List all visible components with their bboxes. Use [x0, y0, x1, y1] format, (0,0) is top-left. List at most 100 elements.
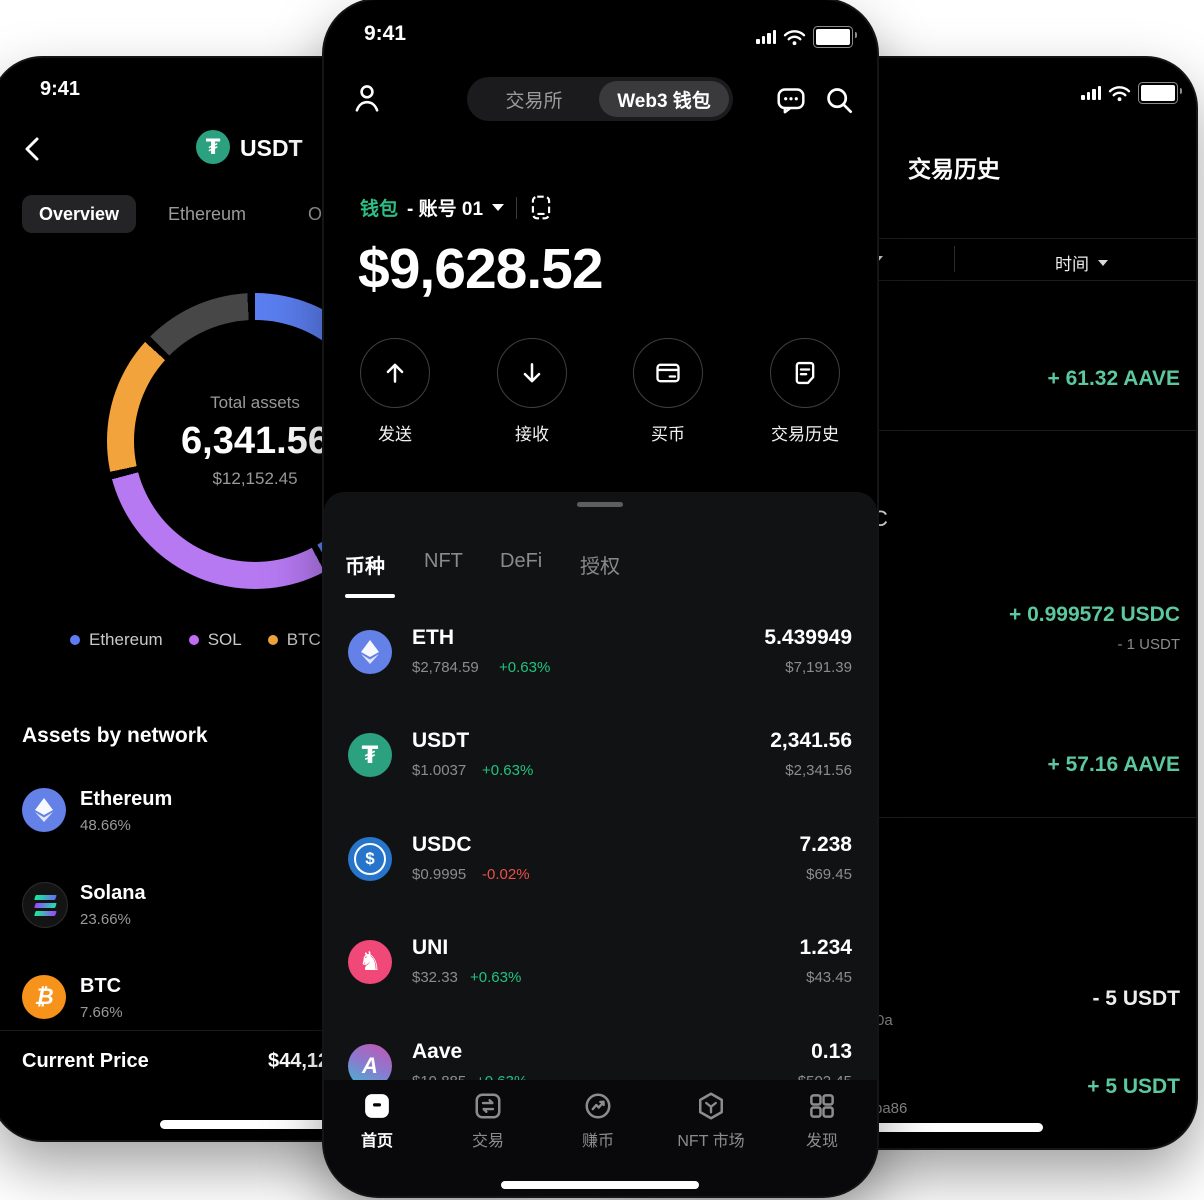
nav-discover[interactable]: 发现 [772, 1090, 872, 1151]
divider [596, 238, 1196, 239]
unicorn-glyph: ♞ [358, 947, 382, 977]
account-name: - 账号 01 [407, 199, 484, 220]
status-icons [756, 26, 857, 48]
send-button[interactable]: 发送 [351, 338, 439, 445]
token-row-eth[interactable]: ETH $2,784.59 +0.63% 5.439949 $7,191.39 [324, 618, 877, 718]
tab-coins[interactable]: 币种 [345, 556, 385, 578]
nav-home[interactable]: 首页 [327, 1090, 427, 1151]
total-assets-fiat: $12,152.45 [212, 469, 298, 488]
drag-handle[interactable] [577, 502, 623, 507]
wallet-label: 钱包 [360, 199, 399, 220]
bitcoin-glyph: ₿ [34, 985, 54, 1010]
bottom-nav: 首页 交易 赚币 [324, 1080, 877, 1196]
legend-label: Ethereum [89, 630, 163, 649]
buy-crypto-button[interactable]: 买币 [624, 338, 712, 445]
tab-approvals[interactable]: 授权 [580, 556, 620, 578]
network-name: Ethereum [80, 788, 173, 810]
solana-icon [22, 882, 68, 928]
scan-icon[interactable] [529, 194, 553, 221]
tab-exchange[interactable]: 交易所 [505, 90, 563, 112]
person-icon [355, 85, 379, 112]
token-symbol: USDC [412, 833, 472, 856]
assets-sheet: 币种 NFT DeFi 授权 ETH $2,784.59 +0.63% 5.43… [324, 492, 877, 1090]
solana-bar [33, 894, 57, 900]
legend-item-btc: BTC [267, 630, 321, 650]
nav-trade[interactable]: 交易 [438, 1090, 538, 1151]
tx-amount[interactable]: + 0.999572 USDC [1008, 603, 1180, 626]
tab-partial[interactable]: O [308, 204, 323, 224]
filter-caret-partial-icon[interactable] [873, 256, 883, 262]
status-icons [1081, 82, 1182, 104]
wifi-icon [783, 29, 806, 45]
network-name: BTC [80, 975, 122, 997]
divider [596, 430, 1196, 431]
action-label: 交易历史 [771, 425, 839, 444]
support-chat-button[interactable] [775, 84, 807, 116]
chevron-left-icon [25, 137, 39, 161]
token-price: $1.0037 [412, 762, 467, 779]
tab-defi[interactable]: DeFi [500, 550, 543, 572]
token-price: $0.9995 [412, 866, 467, 883]
earn-icon [548, 1090, 648, 1122]
legend-dot-btc [267, 635, 278, 645]
account-selector[interactable]: 钱包 - 账号 01 [360, 194, 553, 221]
tx-amount[interactable]: + 5 USDT [1087, 1075, 1180, 1098]
chevron-down-icon [1098, 259, 1108, 266]
nav-nft-market[interactable]: NFT 市场 [661, 1090, 761, 1151]
phone-wallet-home: 9:41 交易所 Web3 钱包 [324, 0, 877, 1196]
chart-legend: Ethereum SOL BTC [70, 630, 321, 650]
profile-button[interactable] [352, 82, 382, 114]
tx-amount[interactable]: - 5 USDT [1092, 987, 1180, 1010]
assets-by-network-heading: Assets by network [22, 724, 208, 747]
nav-label: 发现 [805, 1133, 838, 1150]
discover-grid-icon [772, 1090, 872, 1122]
tab-nft[interactable]: NFT [424, 550, 463, 572]
filter-divider [954, 246, 955, 272]
token-change: +0.63% [482, 762, 534, 779]
document-icon [770, 338, 840, 408]
page-title: USDT [240, 135, 303, 161]
divider [596, 817, 1196, 818]
back-button[interactable] [20, 134, 46, 164]
token-row-usdt[interactable]: ₮ USDT $1.0037 +0.63% 2,341.56 $2,341.56 [324, 721, 877, 821]
page-title: 交易历史 [908, 156, 1000, 182]
action-label: 发送 [378, 425, 412, 444]
token-value: $69.45 [806, 866, 852, 883]
token-symbol: Aave [412, 1040, 463, 1063]
token-row-usdc[interactable]: $ USDC $0.9995 -0.02% 7.238 $69.45 [324, 825, 877, 925]
network-row-btc[interactable]: ₿ BTC 7.66% [22, 975, 522, 1023]
search-button[interactable] [823, 84, 855, 116]
solana-bar [33, 902, 57, 908]
network-row-solana[interactable]: Solana 23.66% [22, 882, 522, 930]
token-amount: 7.238 [799, 833, 852, 856]
wifi-icon [1108, 85, 1131, 101]
token-row-uni[interactable]: ♞ UNI $32.33 +0.63% 1.234 $43.45 [324, 928, 877, 1028]
eth-icon [348, 630, 392, 674]
time-filter[interactable]: 时间 [1055, 250, 1108, 275]
arrow-down-icon [497, 338, 567, 408]
nft-hexagon-icon [661, 1090, 761, 1122]
network-row-ethereum[interactable]: Ethereum 48.66% [22, 788, 522, 836]
tx-history-button[interactable]: 交易历史 [761, 338, 849, 445]
tether-glyph: ₮ [205, 135, 221, 159]
usdt-icon: ₮ [348, 733, 392, 777]
usdc-icon: $ [348, 837, 392, 881]
nav-earn[interactable]: 赚币 [548, 1090, 648, 1151]
tab-overview[interactable]: Overview [22, 195, 136, 233]
card-icon [633, 338, 703, 408]
battery-icon [1138, 82, 1182, 104]
divider [516, 196, 518, 219]
legend-item-sol: SOL [188, 630, 242, 650]
legend-dot-ethereum [70, 635, 80, 645]
receive-button[interactable]: 接收 [488, 338, 576, 445]
tab-web3-wallet[interactable]: Web3 钱包 [599, 81, 729, 117]
arrow-up-icon [360, 338, 430, 408]
total-assets-label: Total assets [210, 393, 300, 412]
tab-ethereum[interactable]: Ethereum [168, 204, 247, 224]
nav-label: 首页 [360, 1133, 393, 1150]
current-price-value: $44,12 [268, 1050, 330, 1072]
tx-amount[interactable]: + 61.32 AAVE [1047, 367, 1181, 390]
tx-amount[interactable]: + 57.16 AAVE [1047, 753, 1181, 776]
chat-icon [777, 88, 805, 114]
